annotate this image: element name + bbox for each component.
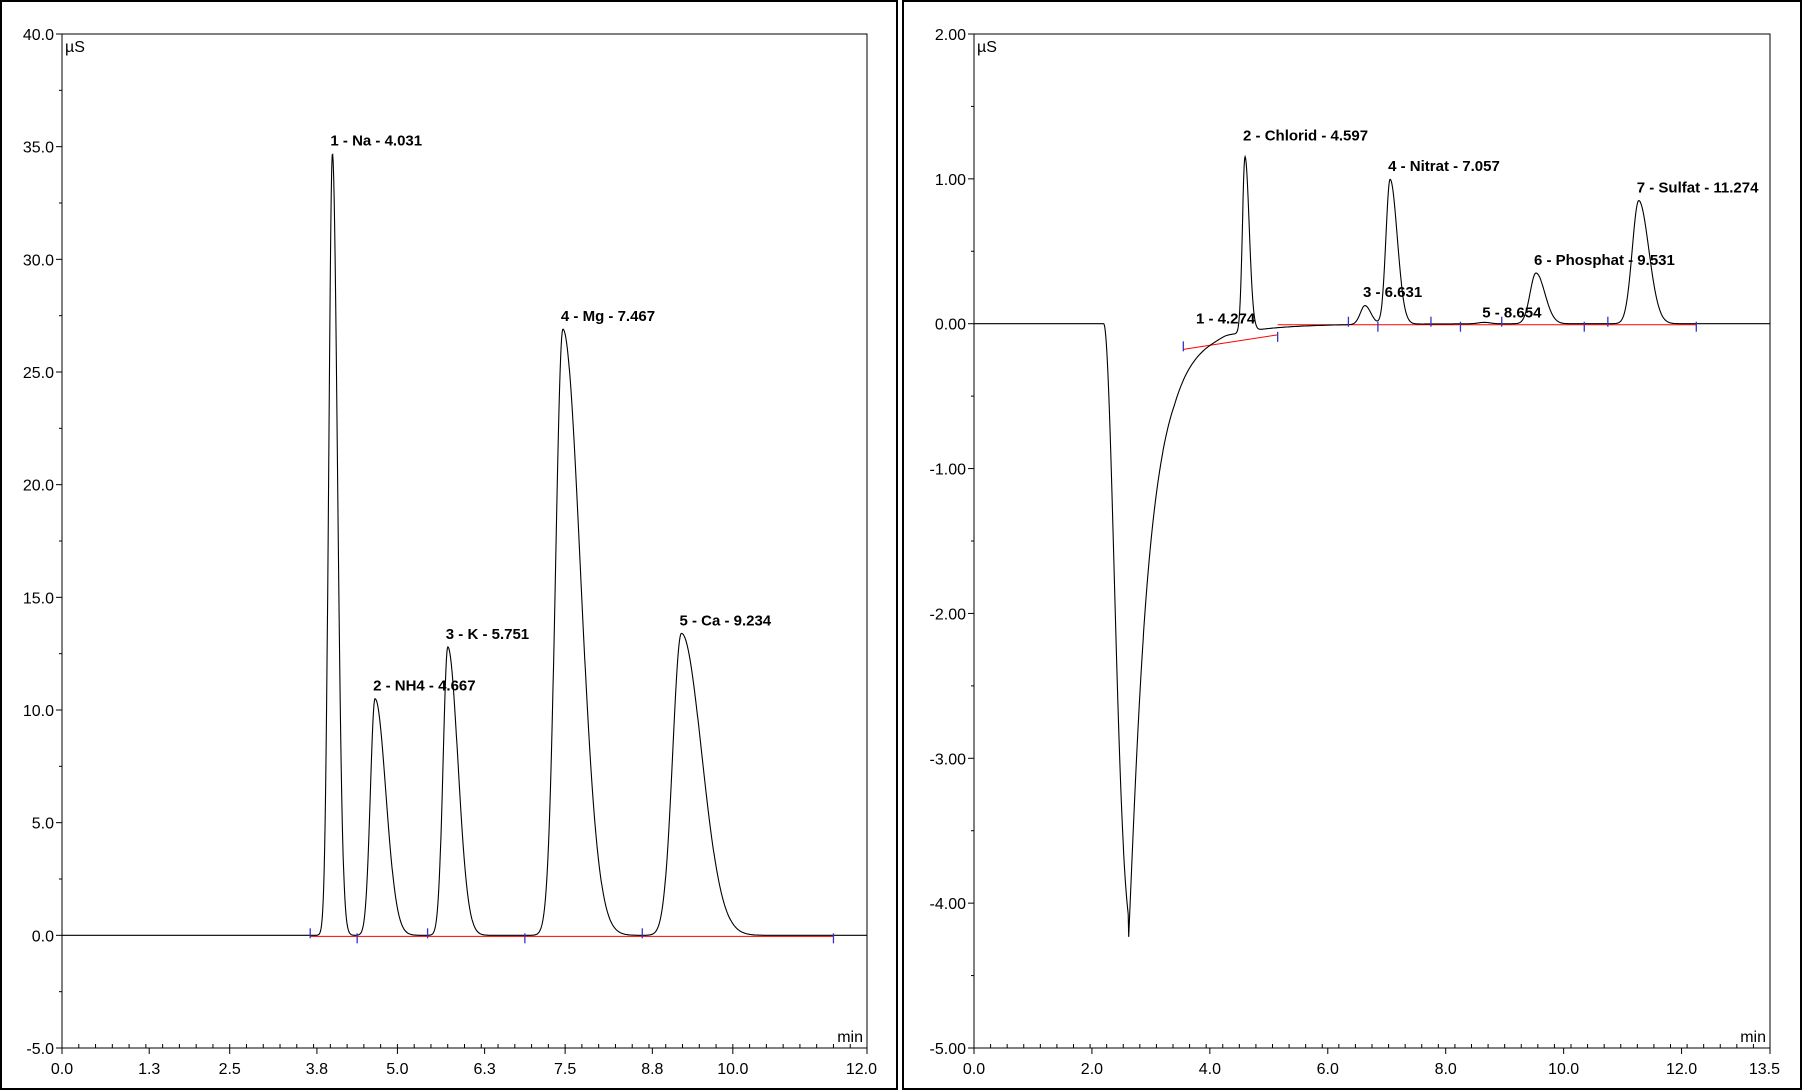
peak-label: 3 - K - 5.751 — [446, 626, 529, 643]
x-tick-label: 2.0 — [1081, 1061, 1103, 1078]
x-axis-unit: min — [1740, 1029, 1766, 1046]
x-tick-label: 2.5 — [219, 1061, 241, 1078]
x-tick-label: 1.3 — [138, 1061, 160, 1078]
panel-frame — [902, 0, 1802, 1090]
x-tick-label: 12.0 — [846, 1061, 877, 1078]
x-tick-label: 8.0 — [1435, 1061, 1457, 1078]
x-tick-label: 13.5 — [1749, 1061, 1780, 1078]
x-tick-label: 7.5 — [554, 1061, 576, 1078]
chromatogram-anions-panel: 2.00 1.00 0.00 -1.00 -2.00 -3.00 -4.00 -5.00 0.0… — [902, 0, 1804, 1091]
x-tick-label: 6.0 — [1317, 1061, 1339, 1078]
x-tick-label: 0.0 — [51, 1061, 73, 1078]
x-tick-label: 10.0 — [717, 1061, 748, 1078]
x-tick-label: 0.0 — [963, 1061, 985, 1078]
y-tick-label: -5.00 — [930, 1041, 967, 1058]
x-tick-label: 6.3 — [474, 1061, 496, 1078]
peak-label: 2 - NH4 - 4.667 — [373, 678, 476, 695]
y-tick-label: 10.0 — [23, 703, 54, 720]
peak-label: 3 - 6.631 — [1363, 284, 1422, 301]
peak-label: 5 - Ca - 9.234 — [679, 612, 771, 629]
y-tick-label: 2.00 — [935, 27, 966, 44]
peak-label: 4 - Nitrat - 7.057 — [1388, 158, 1500, 175]
peak-label: 2 - Chlorid - 4.597 — [1243, 127, 1368, 144]
y-tick-label: 25.0 — [23, 365, 54, 382]
x-tick-label: 5.0 — [386, 1061, 408, 1078]
y-tick-label: 20.0 — [23, 478, 54, 495]
y-tick-label: 40.0 — [23, 27, 54, 44]
y-tick-label: -3.00 — [930, 751, 967, 768]
chromatogram-cations-chart: 40.0 35.0 30.0 25.0 20.0 15.0 10.0 5.0 0.0 -5.0 0.… — [0, 0, 898, 1090]
x-tick-label: 8.8 — [641, 1061, 663, 1078]
chromatogram-trace — [974, 154, 1770, 937]
y-tick-label: 1.00 — [935, 172, 966, 189]
x-axis-unit: min — [837, 1029, 863, 1046]
baseline-segment — [1183, 334, 1278, 350]
y-tick-label: -5.0 — [26, 1041, 54, 1058]
y-tick-label: -2.00 — [930, 606, 967, 623]
x-tick-label: 12.0 — [1666, 1061, 1697, 1078]
y-tick-label: 5.0 — [32, 816, 54, 833]
peak-label: 1 - Na - 4.031 — [330, 132, 422, 149]
peak-label: 6 - Phosphat - 9.531 — [1534, 252, 1675, 269]
y-tick-label: 0.00 — [935, 317, 966, 334]
y-axis-unit: µS — [65, 39, 85, 56]
y-tick-label: 30.0 — [23, 252, 54, 269]
peak-label: 4 - Mg - 7.467 — [561, 308, 655, 325]
panel-frame — [0, 0, 898, 1090]
x-tick-label: 3.8 — [306, 1061, 328, 1078]
y-tick-label: 15.0 — [23, 590, 54, 607]
chromatogram-cations-panel: 40.0 35.0 30.0 25.0 20.0 15.0 10.0 5.0 0.0 -5.0 0.… — [0, 0, 900, 1091]
y-tick-label: 0.0 — [32, 928, 54, 945]
x-tick-label: 10.0 — [1548, 1061, 1579, 1078]
chromatogram-anions-chart: 2.00 1.00 0.00 -1.00 -2.00 -3.00 -4.00 -5.00 0.0… — [902, 0, 1802, 1090]
peak-label: 1 - 4.274 — [1196, 311, 1256, 328]
plot-area — [61, 33, 868, 1049]
x-tick-label: 4.0 — [1199, 1061, 1221, 1078]
y-tick-label: 35.0 — [23, 140, 54, 157]
y-tick-label: -1.00 — [930, 462, 967, 479]
y-tick-label: -4.00 — [930, 896, 967, 913]
y-axis-unit: µS — [977, 39, 997, 56]
peak-label: 5 - 8.654 — [1482, 305, 1542, 322]
peak-label: 7 - Sulfat - 11.274 — [1637, 180, 1759, 197]
chromatogram-trace — [62, 153, 867, 936]
